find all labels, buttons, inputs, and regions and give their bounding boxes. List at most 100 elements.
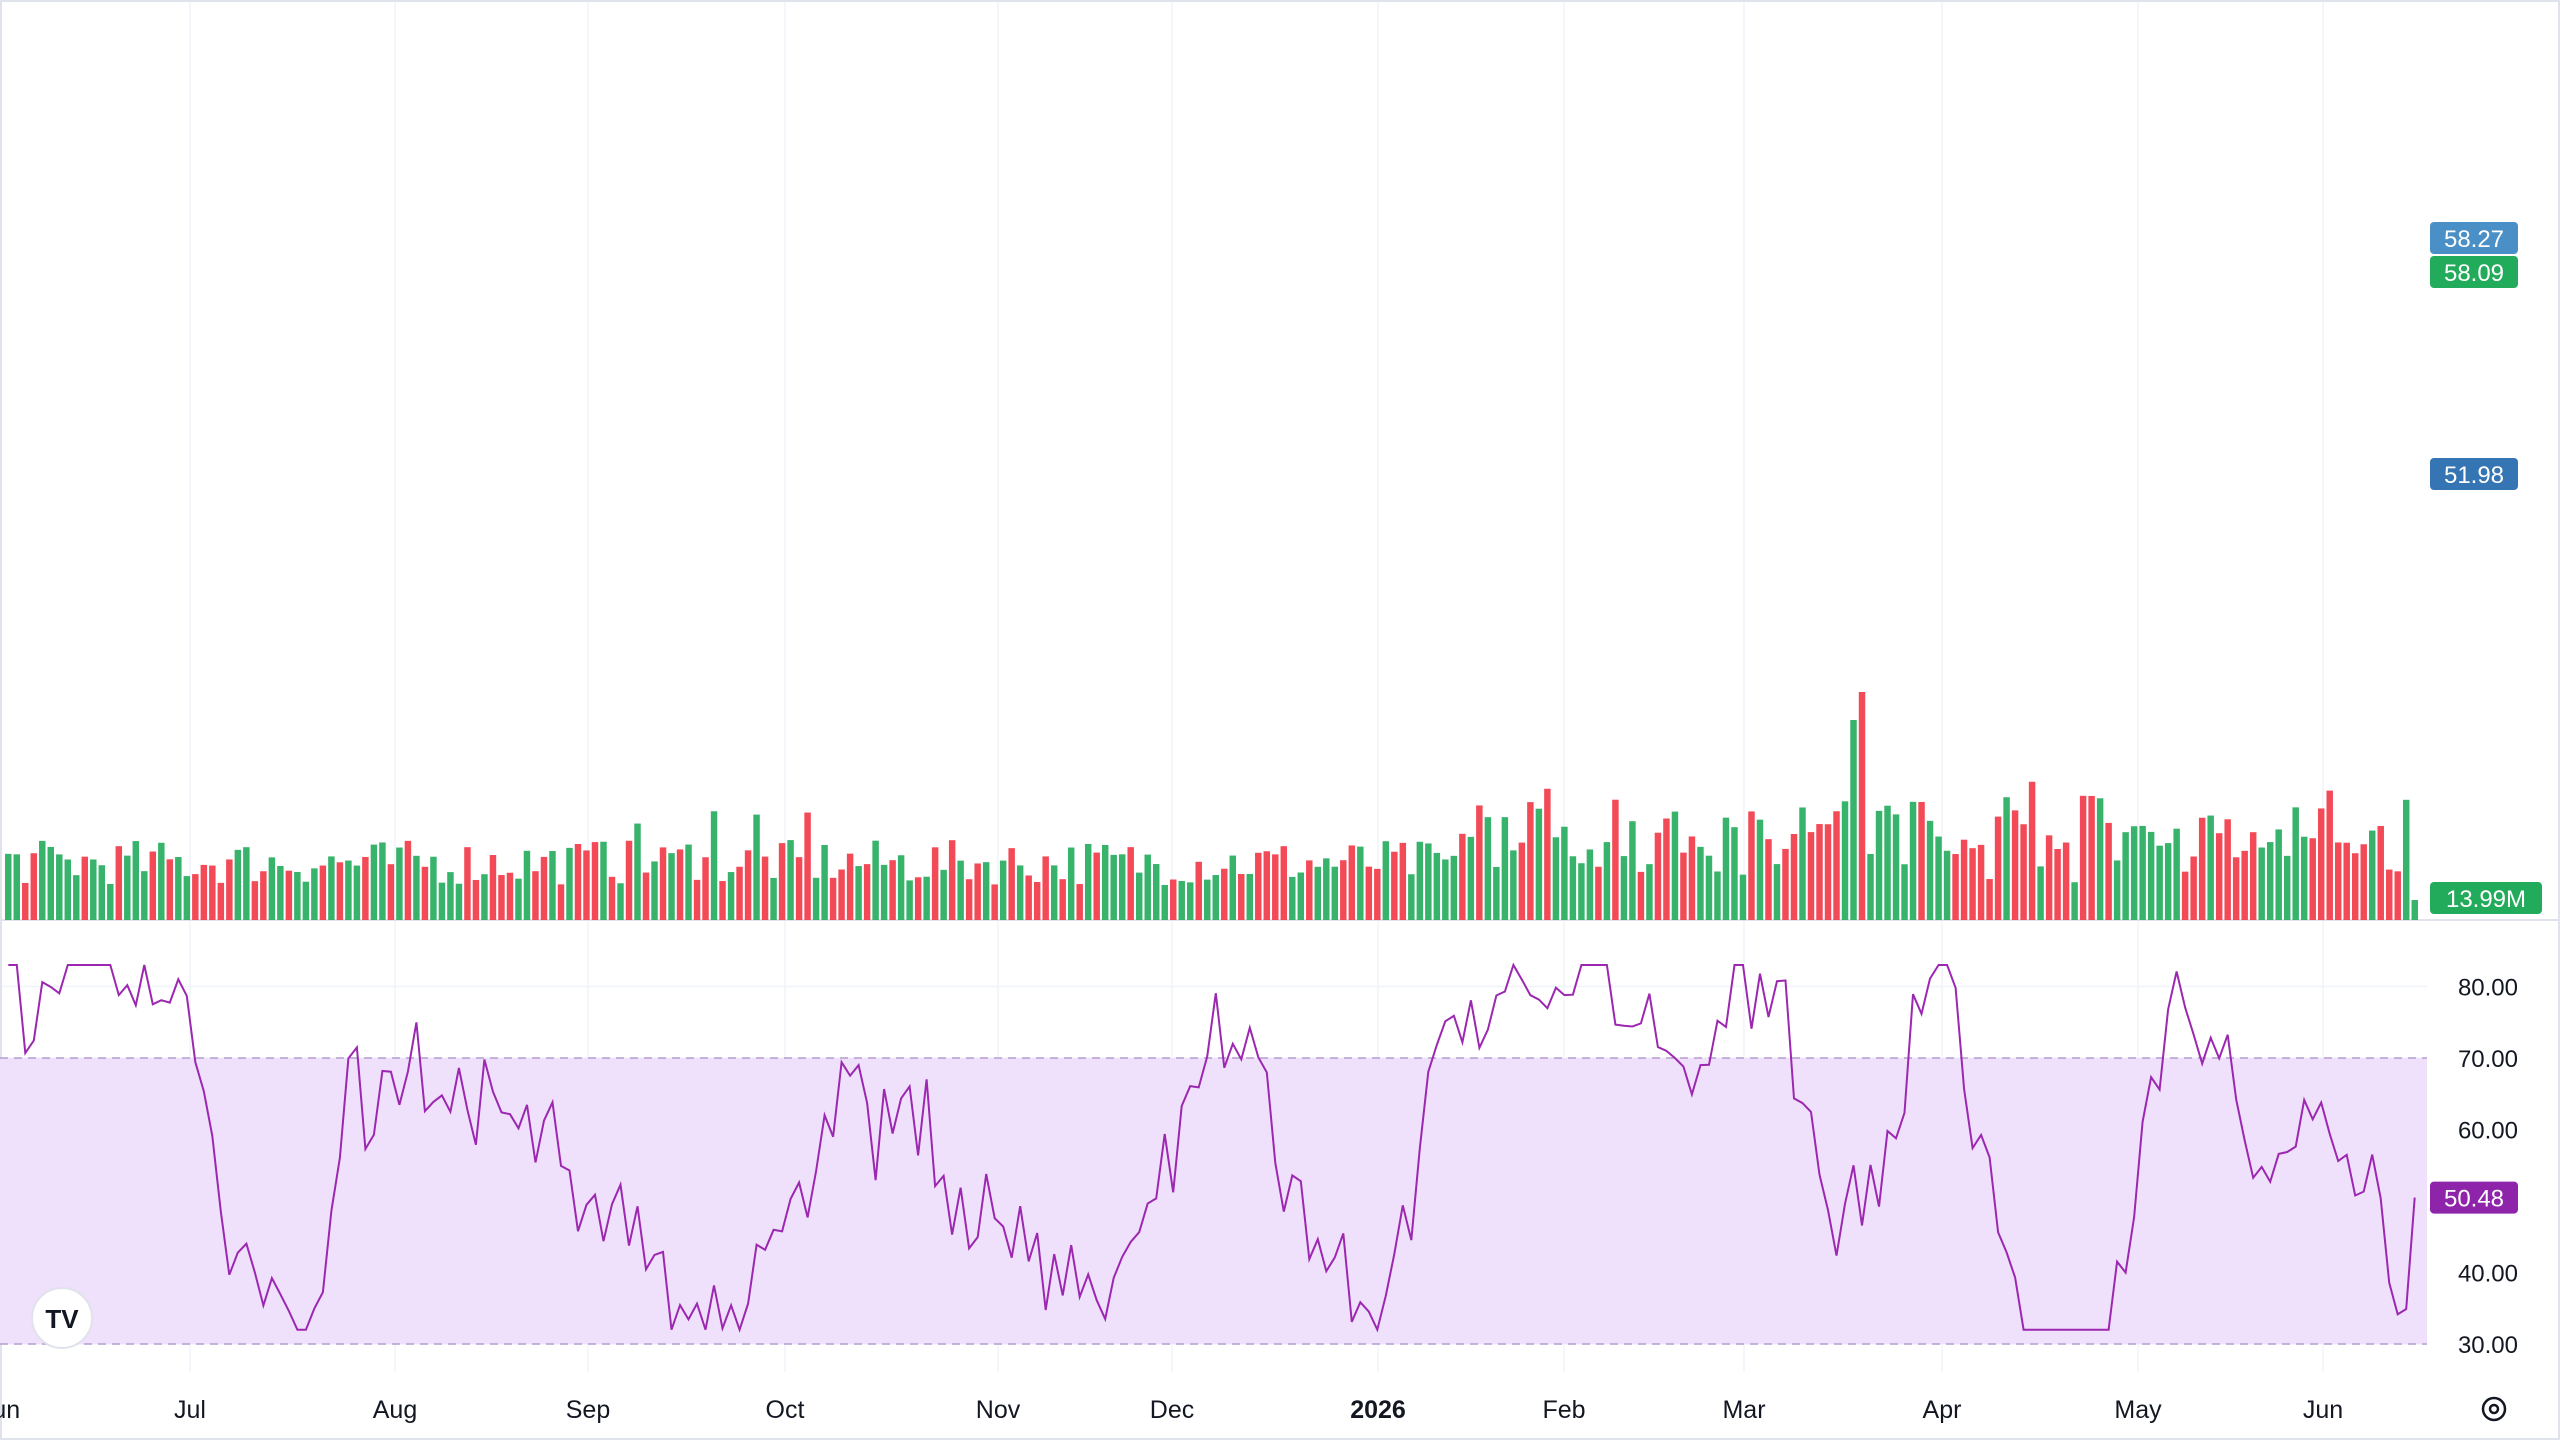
volume-bar (1484, 817, 1492, 920)
time-axis-label: Jun (0, 1396, 20, 1424)
volume-bar (438, 882, 446, 920)
volume-bar (761, 856, 769, 920)
volume-bar (2386, 869, 2393, 920)
volume-bar (1756, 819, 1764, 920)
volume-bar (2232, 857, 2240, 920)
volume-bar (1135, 872, 1143, 920)
volume-bar (753, 814, 760, 920)
volume-bar (1833, 811, 1840, 920)
volume-bar (1884, 805, 1891, 920)
volume-bar (1016, 865, 1024, 920)
volume-bar (557, 884, 565, 920)
volume-bar (931, 847, 939, 920)
volume-bar (481, 874, 488, 920)
volume-bar (1816, 824, 1823, 920)
rsi-axis-label: 40.00 (2458, 1261, 2518, 1288)
time-axis-label: Jul (174, 1396, 206, 1424)
volume-bar (1654, 832, 1662, 920)
volume-bar (166, 859, 174, 920)
volume-bar (532, 871, 539, 920)
volume-bar (1272, 854, 1279, 920)
volume-bar (1221, 868, 1228, 920)
gear-icon[interactable] (2481, 1396, 2507, 1422)
volume-bar (2130, 826, 2138, 920)
volume-bar (685, 844, 692, 920)
volume-bar (2403, 799, 2410, 920)
volume-bars (5, 692, 2418, 920)
volume-bar (515, 878, 522, 920)
volume-bar (1212, 875, 1219, 920)
volume-bar (2003, 797, 2010, 920)
volume-bar (855, 866, 862, 920)
volume-bar (2164, 843, 2172, 920)
volume-bar (2343, 842, 2350, 920)
volume-bar (591, 842, 599, 920)
volume-bar (1960, 839, 1968, 920)
volume-bar (889, 860, 896, 920)
volume-bar (1722, 817, 1730, 920)
volume-bar (1544, 788, 1551, 920)
volume-bar (2394, 871, 2401, 920)
volume-bar (1969, 848, 1976, 920)
volume-bar (2147, 831, 2155, 920)
volume-bar (430, 856, 437, 920)
volume-bar (1731, 827, 1738, 920)
time-axis-label: 2026 (1350, 1396, 1406, 1424)
volume-bar (812, 877, 820, 920)
volume-bar (948, 840, 956, 920)
volume-bar (1025, 875, 1032, 920)
tradingview-logo-icon[interactable]: TV (31, 1287, 93, 1349)
volume-bar (2360, 844, 2367, 920)
volume-bar (498, 875, 505, 920)
rsi-axis-label: 80.00 (2458, 975, 2518, 1002)
volume-bar (175, 856, 182, 920)
volume-bar (1161, 884, 1168, 920)
volume-bar (693, 879, 701, 920)
volume-tag: 13.99M (2446, 886, 2526, 913)
rsi-band (0, 1057, 2427, 1345)
volume-bar (940, 869, 947, 920)
volume-bar (149, 851, 157, 920)
volume-bar (277, 865, 284, 920)
volume-bar (90, 859, 97, 920)
volume-bar (2351, 853, 2359, 920)
volume-bar (1697, 846, 1704, 920)
volume-bar (141, 871, 148, 920)
volume-bar (2079, 795, 2087, 920)
ma-slow-tag-bg (2430, 458, 2518, 490)
volume-bar (1476, 805, 1483, 920)
volume-bar (1425, 843, 1432, 920)
volume-bar (1535, 808, 1543, 920)
volume-bar (600, 841, 607, 920)
volume-bar (914, 877, 922, 920)
volume-bar (285, 870, 293, 920)
volume-bar (1943, 850, 1951, 920)
volume-bar (192, 874, 199, 920)
time-axis-label: Sep (566, 1396, 610, 1424)
volume-bar (1603, 842, 1611, 920)
rsi-line (8, 962, 2416, 1333)
rsi-axis-label: 60.00 (2458, 1118, 2518, 1145)
volume-bar (863, 864, 871, 920)
volume-bar (727, 872, 735, 920)
volume-bar (1620, 856, 1628, 920)
volume-bar (2266, 842, 2274, 920)
volume-tag-bg (2430, 882, 2542, 914)
volume-bar (2283, 855, 2291, 920)
volume-bar (1195, 861, 1202, 920)
volume-bar (1127, 847, 1134, 920)
volume-bar (319, 865, 327, 920)
volume-bar (124, 855, 131, 920)
time-axis-label: Mar (1722, 1396, 1765, 1424)
volume-bar (81, 856, 89, 920)
volume-bar (2071, 882, 2078, 920)
volume-bar (1952, 854, 1959, 920)
volume-bar (804, 812, 811, 920)
volume-bar (634, 823, 641, 920)
volume-bar (1178, 880, 1185, 920)
volume-bar (1773, 864, 1781, 920)
volume-bar (2037, 866, 2044, 920)
volume-bar (2113, 860, 2121, 920)
